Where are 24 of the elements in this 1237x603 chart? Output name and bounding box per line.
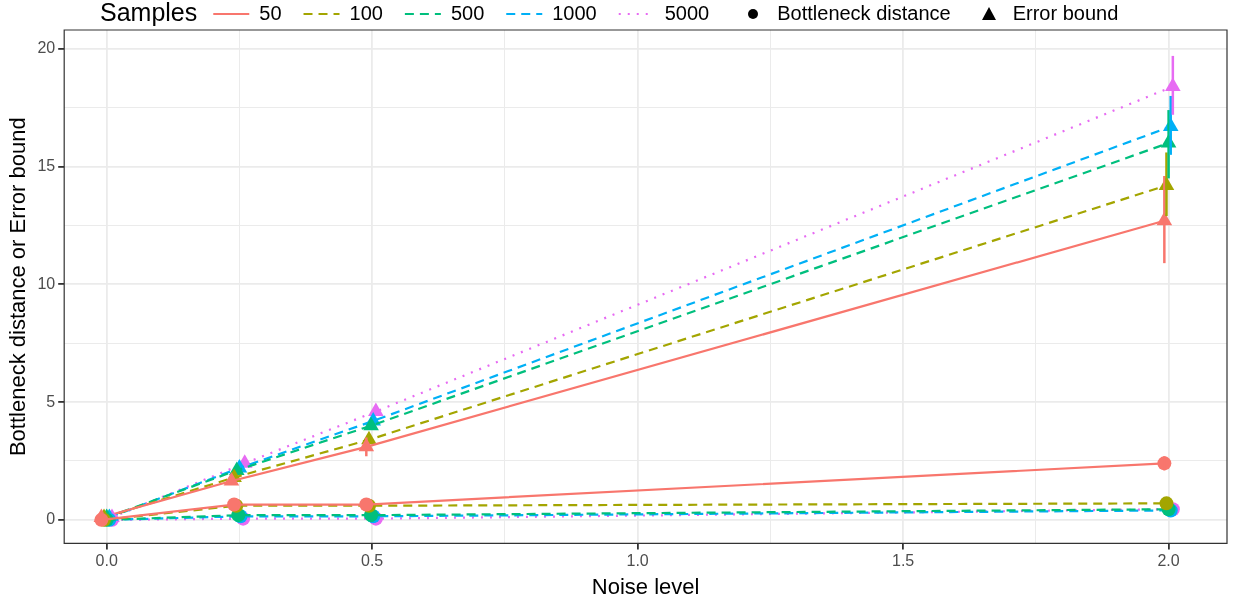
- legend-label: 1000: [552, 1, 597, 24]
- text: Error bound: [1012, 1, 1119, 24]
- legend-label: 100: [349, 1, 383, 24]
- y-axis-title: Bottleneck distance or Error bound: [5, 117, 31, 457]
- x-tick-label: 0.0: [95, 552, 118, 570]
- legend-label: 5000: [664, 1, 710, 24]
- y-tick-label: 20: [37, 39, 56, 57]
- y-tick-label: 10: [37, 274, 56, 292]
- x-tick-label: 2.0: [1157, 552, 1180, 570]
- legend-title: Samples: [100, 0, 198, 26]
- y-tick-label: 5: [46, 392, 56, 410]
- x-tick-label: 0.5: [361, 552, 384, 570]
- x-tick-label: 1.5: [891, 552, 915, 570]
- point: [363, 416, 379, 431]
- text: Bottleneck distance: [777, 1, 951, 24]
- legend-label: 500: [450, 1, 485, 24]
- point: [223, 471, 240, 486]
- x-axis-title: Noise level: [591, 573, 700, 599]
- legend-label: 50: [259, 1, 282, 24]
- y-tick-label: 0: [46, 510, 56, 528]
- point: [1159, 496, 1174, 511]
- y-tick-label: 15: [37, 157, 56, 174]
- x-tick-label: 1.0: [626, 552, 649, 570]
- point: [368, 402, 384, 417]
